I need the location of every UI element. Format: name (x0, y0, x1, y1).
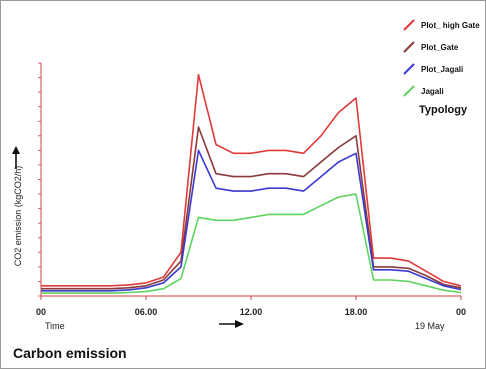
legend-label-0: Plot_ high Gate (421, 21, 480, 30)
labels: 00 06.00 12.00 18.00 00 CO2 emission (kgCO2/h… (12, 146, 466, 361)
y-axis-arrow-head-icon (12, 146, 20, 154)
y-axis-label: CO2 emission (kgCO2/h) (13, 166, 23, 267)
x-end-label: 19 May (415, 321, 445, 331)
series-line-2 (41, 149, 462, 292)
legend: Plot_ high Gate Plot_Gate Plot_Jagali Jagal… (403, 19, 480, 116)
legend-label-2: Plot_Jagali (421, 65, 463, 74)
series-line-3 (41, 193, 462, 294)
legend-swatch-3 (403, 85, 415, 97)
caption: Carbon emission (13, 345, 127, 361)
legend-swatch-0 (403, 19, 415, 31)
legend-title: Typology (419, 104, 468, 116)
legend-label-3: Jagali (421, 87, 444, 96)
series-line-1 (41, 126, 462, 290)
x-tick-label: 06.00 (135, 307, 158, 317)
series-line-0 (41, 73, 462, 287)
series-lines (41, 73, 462, 294)
legend-swatch-2 (403, 63, 415, 75)
x-tick-label: 00 (36, 307, 46, 317)
x-tick-label: 18.00 (345, 307, 368, 317)
axes (38, 62, 462, 300)
x-axis-arrow-head-icon (235, 320, 244, 328)
legend-swatch-1 (403, 41, 415, 53)
legend-label-1: Plot_Gate (421, 43, 459, 52)
x-tick-label: 00 (456, 307, 466, 317)
x-tick-label: 12.00 (240, 307, 263, 317)
x-axis-label: Time (45, 321, 65, 331)
